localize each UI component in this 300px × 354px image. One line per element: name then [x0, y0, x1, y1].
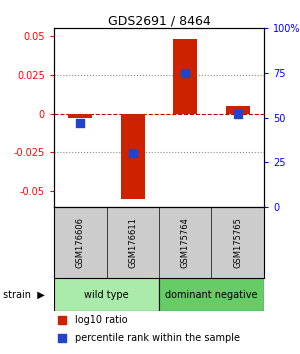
Text: GSM175764: GSM175764 [181, 217, 190, 268]
Point [60, 317, 65, 323]
Bar [121, 114, 145, 199]
Bar [226, 106, 250, 114]
Bar [54, 278, 159, 311]
Text: percentile rank within the sample: percentile rank within the sample [75, 333, 240, 343]
Text: wild type: wild type [84, 290, 129, 300]
Bar [173, 39, 197, 114]
Text: dominant negative: dominant negative [165, 290, 258, 300]
Point [235, 111, 240, 117]
Text: strain  ▶: strain ▶ [3, 290, 45, 300]
Point [183, 70, 188, 76]
Point [78, 120, 83, 126]
Title: GDS2691 / 8464: GDS2691 / 8464 [108, 14, 210, 27]
Text: GSM176606: GSM176606 [76, 217, 85, 268]
Bar [159, 278, 264, 311]
Text: GSM176611: GSM176611 [128, 217, 137, 268]
Point [130, 150, 135, 156]
Text: GSM175765: GSM175765 [233, 217, 242, 268]
Point [60, 335, 65, 341]
Bar [68, 114, 92, 118]
Text: log10 ratio: log10 ratio [75, 315, 128, 325]
